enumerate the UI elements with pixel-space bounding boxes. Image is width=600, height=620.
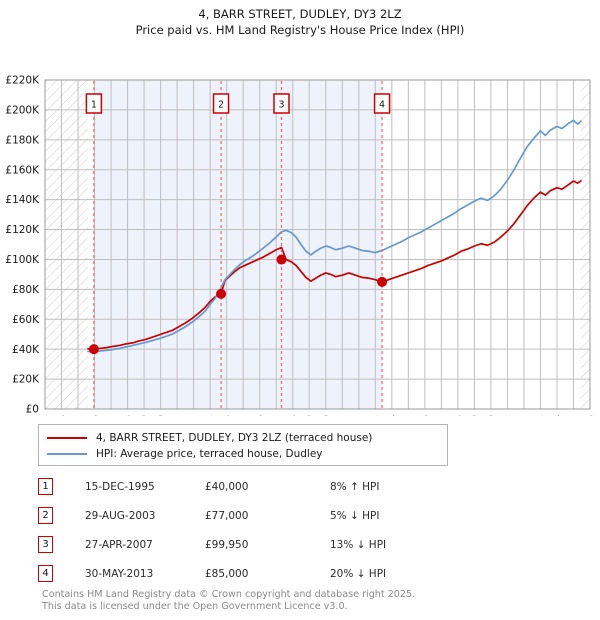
transaction-date: 29-AUG-2003: [85, 509, 156, 522]
transaction-hpi-delta: 8% ↑ HPI: [330, 480, 380, 493]
y-axis-tick-label: £180K: [5, 134, 40, 146]
x-axis-tick-label: 1999: [139, 415, 151, 416]
x-axis-tick-label: 2015: [403, 415, 415, 416]
x-axis-tick-label: 2002: [189, 415, 201, 416]
transaction-hpi-delta: 5% ↓ HPI: [330, 509, 380, 522]
x-axis-tick-label: 1996: [90, 415, 102, 416]
transaction-date: 27-APR-2007: [85, 538, 153, 551]
x-axis-tick-label: 2013: [370, 415, 382, 416]
transaction-badge: 2: [38, 507, 53, 524]
x-axis-tick-label: 2023: [535, 415, 547, 416]
no-data-region: [45, 80, 88, 409]
table-row: 2 29-AUG-2003 £77,000 5% ↓ HPI: [38, 501, 478, 530]
x-axis-tick-label: 2009: [304, 415, 316, 416]
x-axis-tick-label: 2018: [453, 415, 465, 416]
marker-badge: [212, 93, 230, 114]
legend-item-price-paid: 4, BARR STREET, DUDLEY, DY3 2LZ (terrace…: [47, 430, 439, 446]
transaction-point: [377, 276, 388, 287]
x-axis-tick-label: 2022: [519, 415, 531, 416]
transaction-hpi-delta: 13% ↓ HPI: [330, 538, 387, 551]
transaction-point: [88, 344, 99, 355]
x-axis-tick-label: 2024: [552, 415, 564, 416]
x-axis-tick-label: 2011: [337, 415, 349, 416]
y-axis-tick-label: £20K: [12, 374, 40, 386]
x-axis-tick-label: 1994: [57, 415, 69, 416]
y-axis-tick-label: £220K: [5, 75, 40, 87]
footer-line-1: Contains HM Land Registry data © Crown c…: [42, 589, 416, 600]
price-history-chart: £0 £20K £40K £60K £80K £100K £120K £140K £160K £1…: [5, 75, 597, 416]
legend-swatch-price-paid: [47, 437, 87, 439]
x-axis-tick-label: 2012: [354, 415, 366, 416]
table-row: 3 27-APR-2007 £99,950 13% ↓ HPI: [38, 530, 478, 559]
marker-badge-label: 1: [91, 100, 97, 111]
x-axis-tick-label: 2003: [205, 415, 217, 416]
y-axis-tick-label: £0: [26, 404, 39, 416]
series-line-price-paid: [87, 180, 582, 351]
shaded-band: [93, 80, 383, 409]
series-line-hpi: [87, 119, 582, 353]
transaction-date: 30-MAY-2013: [85, 567, 154, 580]
x-axis-tick-label: 2006: [255, 415, 267, 416]
x-axis-tick-label: 2010: [321, 415, 333, 416]
transaction-price: £99,950: [205, 538, 249, 551]
chart-header: 4, BARR STREET, DUDLEY, DY3 2LZ Price pa…: [0, 0, 600, 38]
transaction-price: £85,000: [205, 567, 249, 580]
x-axis-tick-label: 2008: [288, 415, 300, 416]
marker-badge: [273, 93, 290, 114]
x-axis-tick-label: 2026: [585, 415, 597, 416]
legend-item-hpi: HPI: Average price, terraced house, Dudl…: [47, 446, 439, 462]
x-axis-tick-label: 2007: [271, 415, 283, 416]
y-axis-tick-label: £140K: [5, 194, 40, 206]
marker-badge-label: 2: [218, 100, 224, 111]
transaction-badge: 1: [38, 478, 53, 495]
transaction-price: £77,000: [205, 509, 249, 522]
y-axis-tick-label: £100K: [5, 254, 40, 266]
transaction-date: 15-DEC-1995: [85, 480, 155, 493]
page-subtitle: Price paid vs. HM Land Registry's House …: [135, 23, 465, 37]
y-axis-tick-label: £200K: [5, 105, 40, 117]
y-axis-tick-label: £80K: [12, 284, 40, 296]
x-axis-tick-label: 2000: [156, 415, 168, 416]
chart-legend: 4, BARR STREET, DUDLEY, DY3 2LZ (terrace…: [38, 424, 448, 466]
x-axis-tick-label: 2016: [420, 415, 432, 416]
y-axis-tick-label: £120K: [5, 224, 40, 236]
legend-swatch-hpi: [47, 453, 87, 455]
chart-area: £0 £20K £40K £60K £80K £100K £120K £140K £160K £1…: [0, 38, 600, 416]
x-axis-tick-label: 2019: [469, 415, 481, 416]
transaction-hpi-delta: 20% ↓ HPI: [330, 567, 387, 580]
table-row: 4 30-MAY-2013 £85,000 20% ↓ HPI: [38, 559, 478, 588]
footer-attribution: Contains HM Land Registry data © Crown c…: [42, 589, 562, 612]
transaction-point: [216, 288, 227, 299]
legend-label-hpi: HPI: Average price, terraced house, Dudl…: [96, 448, 323, 460]
transaction-point: [276, 254, 287, 265]
x-axis-tick-label: 2020: [486, 415, 498, 416]
transaction-price: £40,000: [205, 480, 249, 493]
footer-line-2: This data is licensed under the Open Gov…: [42, 600, 348, 612]
x-axis-tick-label: 2014: [387, 415, 399, 416]
x-axis-tick-label: 2001: [172, 415, 184, 416]
y-axis-tick-label: £60K: [12, 314, 40, 326]
page-title: 4, BARR STREET, DUDLEY, DY3 2LZ: [198, 7, 402, 21]
x-axis-tick-label: 2025: [568, 415, 580, 416]
x-axis-tick-label: 2017: [436, 415, 448, 416]
x-axis-tick-label: 1995: [73, 415, 85, 416]
table-row: 1 15-DEC-1995 £40,000 8% ↑ HPI: [38, 472, 478, 501]
marker-badge: [85, 93, 103, 114]
marker-badge-label: 3: [278, 100, 284, 111]
x-axis-tick-label: 2021: [502, 415, 514, 416]
transaction-badge: 3: [38, 536, 53, 553]
marker-badge-label: 4: [379, 100, 385, 111]
legend-label-price-paid: 4, BARR STREET, DUDLEY, DY3 2LZ (terrace…: [96, 432, 373, 444]
y-axis-tick-label: £40K: [12, 344, 40, 356]
x-axis-tick-label: 1997: [106, 415, 118, 416]
no-data-region: [580, 80, 590, 409]
x-axis-tick-label: 2005: [238, 415, 250, 416]
marker-badge: [373, 93, 391, 114]
x-axis-tick-label: 1998: [123, 415, 135, 416]
x-axis-tick-label: 2004: [222, 415, 234, 416]
x-axis-tick-label: 1993: [40, 415, 52, 416]
y-axis-tick-label: £160K: [5, 164, 40, 176]
transactions-table: 1 15-DEC-1995 £40,000 8% ↑ HPI 2 29-AUG-…: [38, 472, 478, 588]
transaction-badge: 4: [38, 565, 53, 582]
